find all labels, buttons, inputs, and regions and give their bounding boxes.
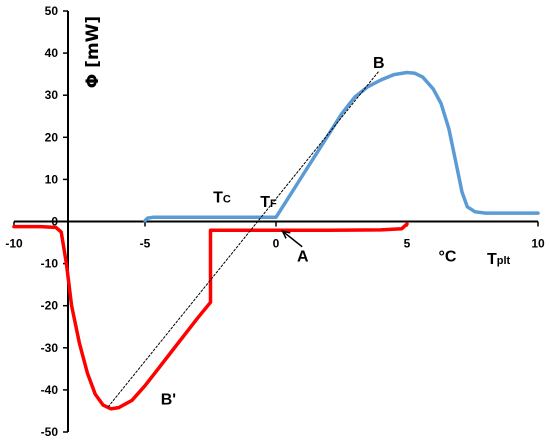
- series-line-0: [143, 70, 540, 223]
- y-axis-label-text: Φ [mW]: [83, 16, 103, 88]
- y-tick-label: 50: [45, 4, 59, 18]
- x-axis-label: Tplt: [487, 251, 511, 268]
- y-tick-label: -10: [41, 257, 59, 271]
- y-tick-label: -40: [41, 383, 59, 397]
- annotation-main: °C: [438, 248, 456, 265]
- series-layer: [12, 70, 540, 411]
- y-axis-label: Φ [mW]: [83, 16, 103, 88]
- series-line-1: [12, 222, 409, 411]
- x-axis-label-main: T: [487, 251, 497, 268]
- annotation-main: T: [260, 194, 270, 211]
- y-tick-label: 40: [45, 46, 59, 60]
- arrow-A-head: [281, 230, 291, 239]
- annotation-sub: C: [223, 194, 231, 206]
- annotation-layer: BB'TC TFA °C: [161, 55, 457, 409]
- x-tick-label: 10: [531, 237, 545, 251]
- y-tick-label: 30: [45, 88, 59, 102]
- annotation: B: [373, 55, 385, 72]
- y-tick-label: -20: [41, 299, 59, 313]
- x-tick-label: -10: [5, 237, 23, 251]
- y-tick-label: -30: [41, 341, 59, 355]
- annotation-main: B': [161, 392, 176, 409]
- annotation: TC: [213, 190, 231, 207]
- x-tick-label: -5: [140, 237, 151, 251]
- annotation: TF: [260, 194, 277, 211]
- annotation: A: [297, 248, 309, 265]
- x-tick-label: 5: [404, 237, 411, 251]
- annotation-sub: F: [270, 198, 277, 210]
- x-axis-label-sub: plt: [497, 255, 511, 267]
- x-tick-label: 0: [273, 237, 280, 251]
- annotation-main: T: [213, 190, 223, 207]
- y-tick-label: -50: [41, 425, 59, 439]
- annotation: B': [161, 392, 176, 409]
- annotation: °C: [438, 248, 456, 265]
- annotation-main: B: [373, 55, 385, 72]
- arrow-A-shaft: [282, 230, 303, 248]
- annotation-main: A: [297, 248, 309, 265]
- y-tick-label: 0: [51, 215, 58, 229]
- tangent-guide-line: [107, 71, 379, 408]
- y-tick-label: 20: [45, 130, 59, 144]
- y-tick-label: 10: [45, 172, 59, 186]
